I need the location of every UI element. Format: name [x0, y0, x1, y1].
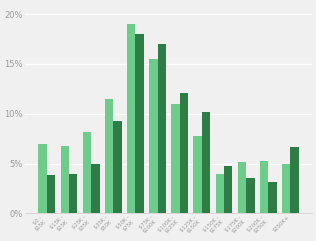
Bar [127, 24, 136, 214]
Bar [238, 162, 246, 214]
Bar [69, 174, 77, 214]
Bar [149, 59, 158, 214]
Bar [268, 181, 277, 214]
Bar [202, 112, 210, 214]
Bar [180, 93, 188, 214]
Bar [290, 147, 299, 214]
Bar [216, 174, 224, 214]
Bar [171, 104, 180, 214]
Bar [47, 175, 55, 214]
Bar [246, 178, 254, 214]
Bar [158, 44, 166, 214]
Bar [136, 34, 144, 214]
Bar [224, 166, 232, 214]
Bar [61, 146, 69, 214]
Bar [260, 161, 268, 214]
Bar [193, 136, 202, 214]
Bar [83, 132, 91, 214]
Bar [91, 164, 100, 214]
Bar [39, 144, 47, 214]
Bar [105, 99, 113, 214]
Bar [113, 121, 122, 214]
Bar [282, 164, 290, 214]
